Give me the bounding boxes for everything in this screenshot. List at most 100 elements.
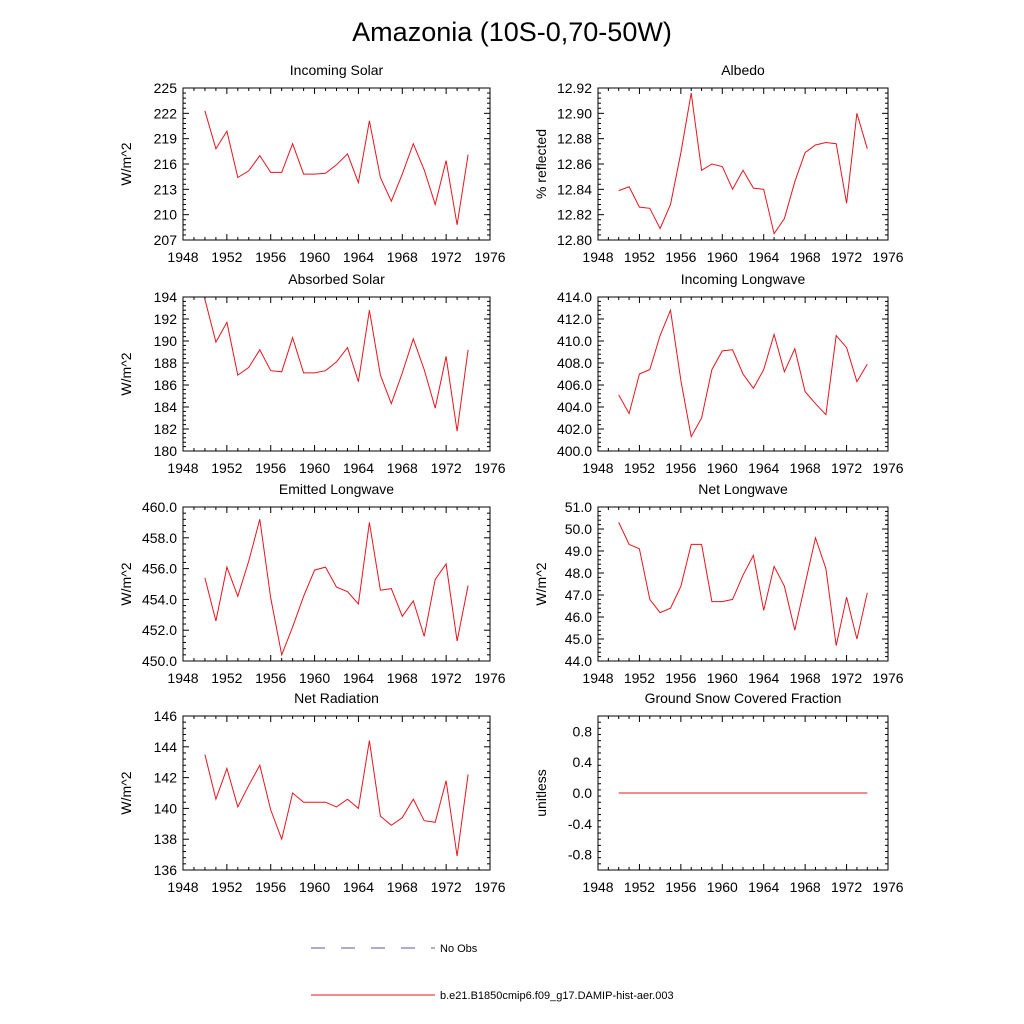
panel-4-xtick-label: 1964 bbox=[343, 670, 374, 686]
panel-0-ytick-label: 207 bbox=[154, 232, 178, 248]
panel-4-ytick-label: 452.0 bbox=[142, 622, 177, 638]
figure-title: Amazonia (10S-0,70-50W) bbox=[352, 17, 672, 47]
panel-3-xtick-label: 1968 bbox=[790, 460, 821, 476]
panel-5-xtick-label: 1960 bbox=[707, 670, 738, 686]
panel-7-xtick-label: 1956 bbox=[665, 879, 696, 895]
panel-6-ylabel: W/m^2 bbox=[118, 771, 134, 814]
panel-3-ytick-label: 408.0 bbox=[557, 355, 592, 371]
panel-5-title: Net Longwave bbox=[698, 481, 788, 497]
panel-1-ytick-label: 12.90 bbox=[557, 105, 592, 121]
panel-5-xtick-label: 1964 bbox=[748, 670, 779, 686]
panel-7-ylabel: unitless bbox=[533, 769, 549, 816]
legend-obs-label: No Obs bbox=[440, 943, 478, 955]
panel-0-ytick-label: 213 bbox=[154, 181, 178, 197]
panel-0-xtick-label: 1960 bbox=[299, 249, 330, 265]
panel-1-ytick-label: 12.82 bbox=[557, 207, 592, 223]
panel-4-xtick-label: 1956 bbox=[255, 670, 286, 686]
panel-6-frame bbox=[182, 715, 491, 871]
panel-7-xtick-label: 1972 bbox=[831, 879, 862, 895]
panel-4-ytick-label: 454.0 bbox=[142, 591, 177, 607]
panel-1-xtick-label: 1968 bbox=[790, 249, 821, 265]
panel-5-xtick-label: 1956 bbox=[665, 670, 696, 686]
panel-1-ylabel: % reflected bbox=[533, 129, 549, 199]
panel-2-ytick-label: 190 bbox=[154, 333, 178, 349]
panel-5-ylabel: W/m^2 bbox=[533, 562, 549, 605]
panel-0-ytick-label: 210 bbox=[154, 207, 178, 223]
panel-0-frame bbox=[182, 87, 491, 241]
panel-1-series-line bbox=[618, 93, 868, 235]
panel-6-xtick-label: 1952 bbox=[211, 879, 242, 895]
panel-6-ytick-label: 140 bbox=[154, 800, 178, 816]
panel-3-title: Incoming Longwave bbox=[681, 271, 806, 287]
panel-7-xtick-label: 1960 bbox=[707, 879, 738, 895]
panel-3-xtick-label: 1948 bbox=[582, 460, 613, 476]
panel-5-ytick-label: 49.0 bbox=[565, 543, 592, 559]
panel-5-xtick-label: 1948 bbox=[582, 670, 613, 686]
panel-3-ytick-label: 404.0 bbox=[557, 399, 592, 415]
panel-2-xtick-label: 1948 bbox=[167, 460, 198, 476]
panel-7-xtick-label: 1976 bbox=[872, 879, 903, 895]
panel-6-xtick-label: 1976 bbox=[474, 879, 505, 895]
panel-5-ytick-label: 50.0 bbox=[565, 521, 592, 537]
panel-2-xtick-label: 1952 bbox=[211, 460, 242, 476]
panel-2-xtick-label: 1956 bbox=[255, 460, 286, 476]
panel-7-ytick-label: 0.8 bbox=[573, 723, 593, 739]
panel-6-ytick-label: 136 bbox=[154, 862, 178, 878]
panel-7: Ground Snow Covered Fraction unitless 1948… bbox=[533, 690, 904, 895]
panel-5-xtick-label: 1976 bbox=[872, 670, 903, 686]
panel-7-ytick-label: 0.0 bbox=[573, 785, 593, 801]
panel-5-frame bbox=[597, 506, 889, 662]
panel-6-xtick-label: 1948 bbox=[167, 879, 198, 895]
panel-2-frame bbox=[182, 296, 491, 452]
panel-4-ytick-label: 456.0 bbox=[142, 561, 177, 577]
panel-4-xtick-label: 1976 bbox=[474, 670, 505, 686]
panel-4-xtick-label: 1968 bbox=[387, 670, 418, 686]
panel-3-ytick-label: 414.0 bbox=[557, 289, 592, 305]
panel-5-xtick-label: 1972 bbox=[831, 670, 862, 686]
panel-0-title: Incoming Solar bbox=[290, 62, 384, 78]
panel-2-ytick-label: 180 bbox=[154, 443, 178, 459]
panel-6-xtick-label: 1960 bbox=[299, 879, 330, 895]
legend: No Obs b.e21.B1850cmip6.f09_g17.DAMIP-hi… bbox=[311, 943, 674, 1002]
panel-3-ytick-label: 402.0 bbox=[557, 421, 592, 437]
panel-1-title: Albedo bbox=[721, 62, 765, 78]
panel-3-xtick-label: 1956 bbox=[665, 460, 696, 476]
panel-1: Albedo % reflected 1948 1952 1956 1960 1964 196… bbox=[533, 62, 904, 265]
panel-3-xtick-label: 1964 bbox=[748, 460, 779, 476]
panel-4-ylabel: W/m^2 bbox=[118, 562, 134, 605]
panel-2-ytick-label: 192 bbox=[154, 311, 178, 327]
panel-2-xtick-label: 1976 bbox=[474, 460, 505, 476]
panel-2: Absorbed Solar W/m^2 1948 1952 1956 1960 1964 1… bbox=[118, 271, 506, 476]
panel-1-xtick-label: 1956 bbox=[665, 249, 696, 265]
panel-6-ytick-label: 146 bbox=[154, 708, 178, 724]
panel-2-xtick-label: 1960 bbox=[299, 460, 330, 476]
panel-0-ytick-label: 222 bbox=[154, 105, 178, 121]
panel-6-xtick-label: 1972 bbox=[431, 879, 462, 895]
panel-1-xtick-label: 1948 bbox=[582, 249, 613, 265]
panel-0-ytick-label: 219 bbox=[154, 131, 178, 147]
panel-1-frame bbox=[597, 87, 889, 241]
panel-1-xtick-label: 1976 bbox=[872, 249, 903, 265]
panel-1-ytick-label: 12.86 bbox=[557, 156, 592, 172]
panel-0-xtick-label: 1976 bbox=[474, 249, 505, 265]
panel-5-ytick-label: 44.0 bbox=[565, 653, 592, 669]
panel-4-ytick-label: 460.0 bbox=[142, 499, 177, 515]
panel-0-xtick-label: 1968 bbox=[387, 249, 418, 265]
panel-6-title: Net Radiation bbox=[294, 690, 379, 706]
panel-3: Incoming Longwave 1948 1952 1956 1960 1964 196… bbox=[557, 271, 904, 476]
panel-2-ytick-label: 194 bbox=[154, 289, 178, 305]
panel-7-xtick-label: 1968 bbox=[790, 879, 821, 895]
panel-6-ytick-label: 144 bbox=[154, 739, 178, 755]
panel-6-ytick-label: 142 bbox=[154, 770, 178, 786]
panel-2-xtick-label: 1972 bbox=[431, 460, 462, 476]
panel-1-ytick-label: 12.92 bbox=[557, 80, 592, 96]
panel-3-xtick-label: 1952 bbox=[624, 460, 655, 476]
panel-0: Incoming Solar W/m^2 1948 1952 1956 1960 1964 1… bbox=[118, 62, 506, 265]
panel-7-ytick-label: 0.4 bbox=[573, 754, 593, 770]
panel-5-ytick-label: 45.0 bbox=[565, 631, 592, 647]
panel-4-frame bbox=[182, 506, 491, 662]
panel-3-series-line bbox=[618, 308, 868, 439]
panel-3-xtick-label: 1976 bbox=[872, 460, 903, 476]
panel-2-ytick-label: 184 bbox=[154, 399, 178, 415]
